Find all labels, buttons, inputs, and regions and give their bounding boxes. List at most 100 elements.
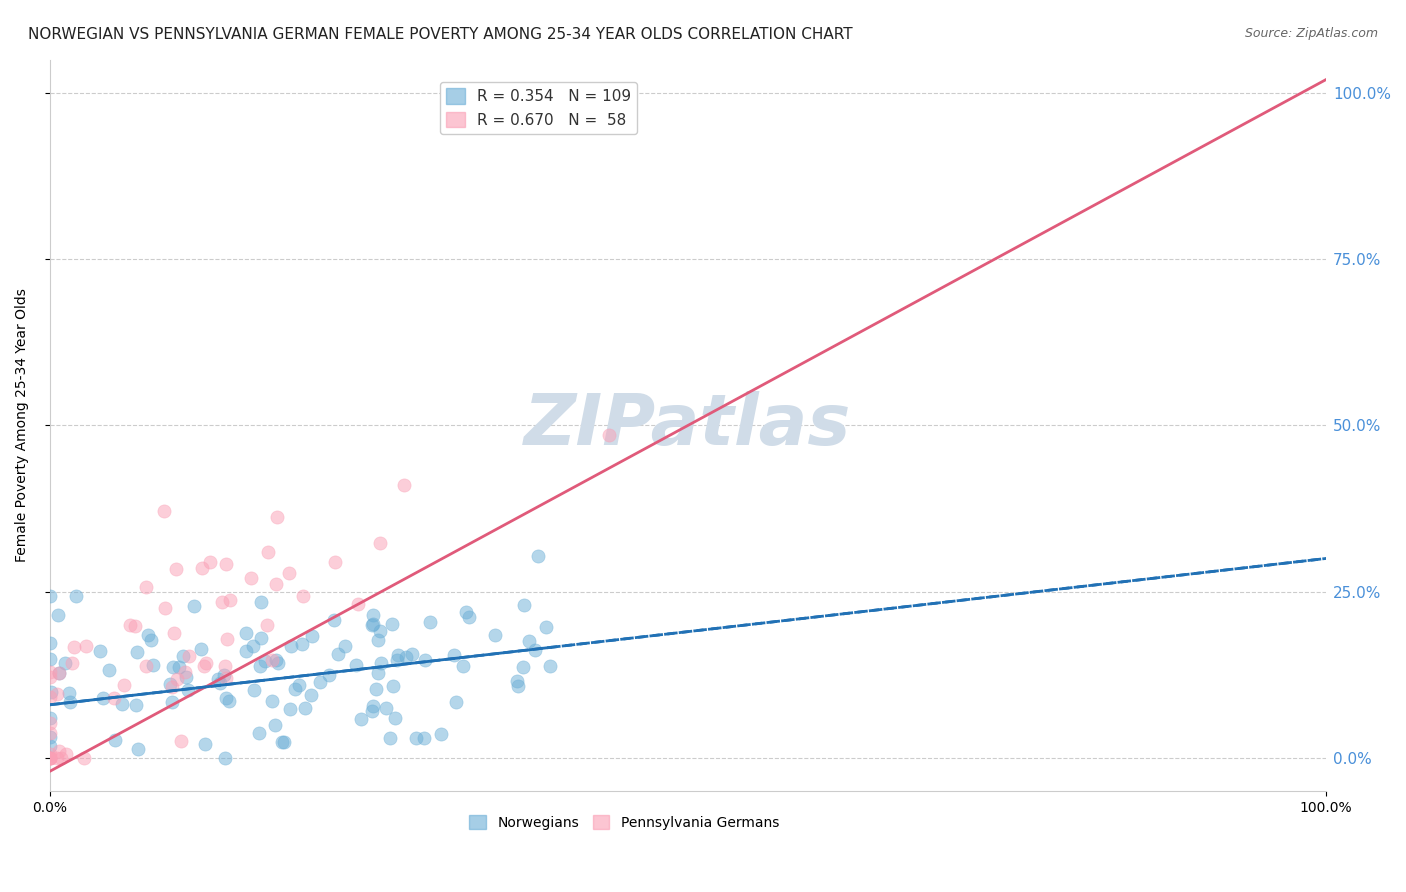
Legend: Norwegians, Pennsylvania Germans: Norwegians, Pennsylvania Germans xyxy=(464,810,785,836)
Point xyxy=(370,656,392,670)
Point xyxy=(111,697,134,711)
Point xyxy=(167,660,190,674)
Point xyxy=(179,648,201,663)
Point xyxy=(309,674,332,689)
Point xyxy=(48,744,70,758)
Point xyxy=(193,658,215,673)
Point xyxy=(103,691,125,706)
Point xyxy=(141,633,163,648)
Point xyxy=(361,608,384,623)
Point xyxy=(38,665,60,679)
Point xyxy=(135,580,157,594)
Point xyxy=(58,686,80,700)
Point xyxy=(215,671,238,685)
Point xyxy=(368,536,391,550)
Point xyxy=(253,654,276,668)
Point xyxy=(360,704,382,718)
Point xyxy=(62,640,84,654)
Point xyxy=(174,665,197,680)
Y-axis label: Female Poverty Among 25-34 Year Olds: Female Poverty Among 25-34 Year Olds xyxy=(15,288,30,562)
Point xyxy=(51,751,73,765)
Point xyxy=(364,681,387,696)
Point xyxy=(124,698,146,712)
Point xyxy=(257,545,280,559)
Point xyxy=(484,628,506,642)
Point xyxy=(242,639,264,653)
Point xyxy=(378,731,401,745)
Point xyxy=(512,599,534,613)
Point xyxy=(266,509,288,524)
Point xyxy=(60,657,83,671)
Point xyxy=(280,639,302,653)
Point xyxy=(55,747,77,761)
Point xyxy=(323,555,346,569)
Point xyxy=(240,571,263,585)
Point xyxy=(367,633,389,648)
Point xyxy=(419,615,441,629)
Point xyxy=(190,641,212,656)
Point xyxy=(361,618,384,632)
Point xyxy=(217,632,239,646)
Point xyxy=(214,751,236,765)
Point xyxy=(318,668,340,682)
Point xyxy=(163,626,186,640)
Point xyxy=(363,698,385,713)
Point xyxy=(392,477,415,491)
Point xyxy=(264,577,287,591)
Point xyxy=(271,735,294,749)
Point xyxy=(367,665,389,680)
Point xyxy=(48,666,70,681)
Point xyxy=(249,659,271,673)
Point xyxy=(350,712,373,726)
Point xyxy=(235,625,257,640)
Point xyxy=(451,658,474,673)
Point xyxy=(333,639,356,653)
Point xyxy=(160,695,183,709)
Point xyxy=(344,657,367,672)
Point xyxy=(235,644,257,658)
Point xyxy=(97,663,120,677)
Point xyxy=(387,648,409,662)
Point xyxy=(458,610,481,624)
Point xyxy=(53,656,76,670)
Point xyxy=(405,731,427,745)
Point xyxy=(256,617,278,632)
Point xyxy=(41,685,63,699)
Point xyxy=(194,737,217,751)
Point xyxy=(200,555,222,569)
Point xyxy=(75,639,97,653)
Point xyxy=(250,632,273,646)
Point xyxy=(385,653,408,667)
Point xyxy=(38,711,60,725)
Point xyxy=(534,620,557,634)
Point xyxy=(38,726,60,740)
Point xyxy=(247,725,270,739)
Point xyxy=(73,751,96,765)
Point xyxy=(292,589,315,603)
Point xyxy=(538,658,561,673)
Point xyxy=(48,665,70,680)
Point xyxy=(127,645,149,659)
Point xyxy=(165,561,187,575)
Point xyxy=(65,589,87,603)
Point xyxy=(46,608,69,623)
Point xyxy=(284,682,307,697)
Point xyxy=(103,733,125,747)
Point xyxy=(291,637,314,651)
Point xyxy=(443,648,465,663)
Point xyxy=(162,660,184,674)
Point xyxy=(395,649,418,664)
Point xyxy=(159,677,181,691)
Point xyxy=(277,566,299,580)
Point xyxy=(91,690,114,705)
Point xyxy=(177,683,200,698)
Point xyxy=(412,731,434,745)
Point xyxy=(135,659,157,673)
Point xyxy=(174,670,197,684)
Point xyxy=(45,687,67,701)
Point xyxy=(214,659,236,673)
Point xyxy=(38,715,60,730)
Point xyxy=(170,733,193,747)
Point xyxy=(194,656,217,670)
Point xyxy=(142,658,165,673)
